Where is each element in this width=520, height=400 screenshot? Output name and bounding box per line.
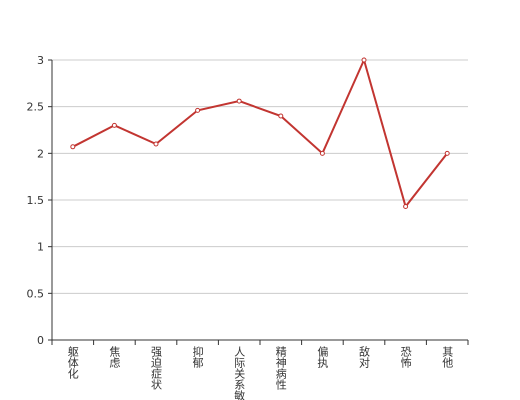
x-tick-label: 人际关系敏感 (233, 346, 246, 400)
x-tick-label: 躯体化 (66, 346, 79, 380)
point (236, 98, 242, 104)
x-tick-label: 其他 (441, 346, 454, 368)
x-tick-label: 抑郁 (191, 345, 204, 368)
x-tick-label: 焦虑 (108, 346, 121, 368)
line (72, 57, 448, 209)
point (444, 150, 450, 156)
point (319, 150, 325, 156)
point (70, 144, 76, 150)
point (111, 122, 117, 128)
y-tick-label: 0.5 (27, 287, 45, 300)
point (195, 107, 201, 113)
point (361, 57, 367, 63)
x-tick-label: 偏执 (316, 345, 329, 369)
x-tick-label: 恐怖 (399, 346, 412, 368)
y-tick-label: 2 (37, 147, 44, 160)
point (153, 141, 159, 147)
y-tick-label: 2.5 (27, 101, 45, 114)
y-tick-label: 3 (37, 54, 44, 67)
point (278, 113, 284, 119)
y-tick-label: 0 (37, 334, 44, 347)
y-tick-label: 1.5 (27, 194, 45, 207)
x-tick-label: 敌对 (358, 345, 371, 368)
x-tick-label: 精神病性 (274, 346, 287, 391)
x-tick-label: 强迫症状 (150, 346, 163, 390)
point (403, 204, 409, 210)
y-tick-label: 1 (37, 241, 44, 254)
